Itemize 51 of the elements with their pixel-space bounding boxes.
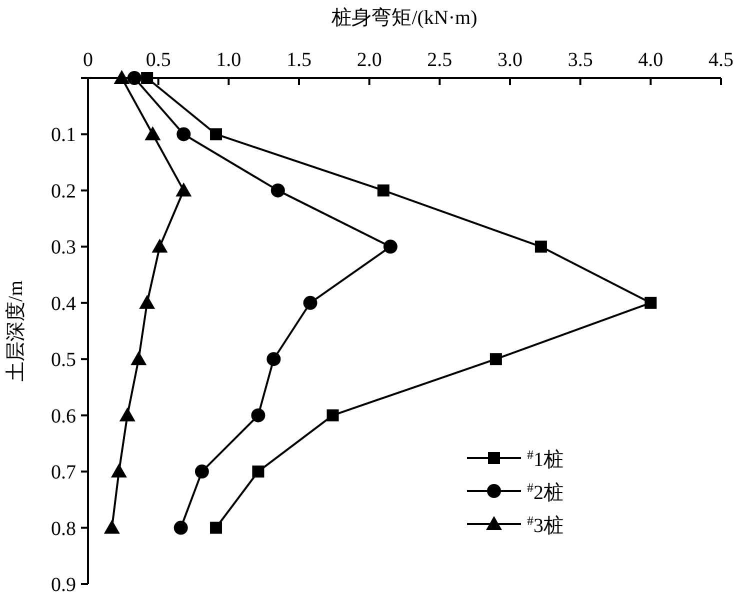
x-tick-label: 4.5 xyxy=(708,49,734,71)
point xyxy=(114,70,130,84)
x-tick-label: 0.5 xyxy=(146,49,171,71)
point xyxy=(104,520,120,534)
point xyxy=(266,352,281,366)
point xyxy=(141,72,154,84)
y-tick-label: 0.6 xyxy=(51,405,76,428)
point xyxy=(119,407,136,422)
point xyxy=(176,127,191,142)
y-tick-label: 0.9 xyxy=(51,574,76,596)
point xyxy=(176,182,192,196)
x-tick-label: 3.0 xyxy=(498,49,522,71)
point xyxy=(383,240,398,254)
x-tick-label: 2.5 xyxy=(427,49,452,71)
point xyxy=(326,409,339,422)
legend-label: $^{#}$2桩 xyxy=(527,480,564,504)
legend-label: $^{#}$1桩 xyxy=(527,446,564,471)
point xyxy=(194,464,209,479)
x-tick-label: 1.0 xyxy=(216,49,242,71)
point xyxy=(644,296,657,309)
y-tick-label: 0.2 xyxy=(51,180,76,202)
x-tick-label: 4.0 xyxy=(638,49,664,71)
point xyxy=(130,351,147,366)
point xyxy=(490,353,502,366)
y-axis-title: 土层深度/m xyxy=(5,280,27,382)
x-tick-label: 2.0 xyxy=(356,49,382,71)
point xyxy=(210,128,222,140)
y-tick-label: 0.1 xyxy=(51,124,76,146)
y-tick-label: 0.5 xyxy=(51,349,76,372)
y-tick-label: 0.7 xyxy=(51,462,76,484)
point xyxy=(252,466,264,478)
y-tick-label: 0.4 xyxy=(51,292,76,315)
point xyxy=(110,464,127,478)
point xyxy=(251,408,266,422)
point xyxy=(377,184,390,196)
point xyxy=(303,296,318,310)
x-tick-label: 3.5 xyxy=(568,49,593,71)
point xyxy=(139,294,156,309)
y-tick-label: 0.8 xyxy=(51,518,76,540)
point xyxy=(270,183,285,198)
point xyxy=(534,240,547,253)
x-tick-label: 0 xyxy=(83,49,93,71)
point xyxy=(144,126,161,140)
y-tick-label: 0.3 xyxy=(51,236,76,259)
x-axis-title: 桩身弯矩/(kN·m) xyxy=(330,7,478,29)
point xyxy=(127,71,142,85)
point xyxy=(152,238,168,253)
point xyxy=(210,522,222,534)
legend-label: $^{#}$3桩 xyxy=(527,512,564,537)
x-tick-label: 1.5 xyxy=(286,49,312,71)
point xyxy=(174,520,188,535)
